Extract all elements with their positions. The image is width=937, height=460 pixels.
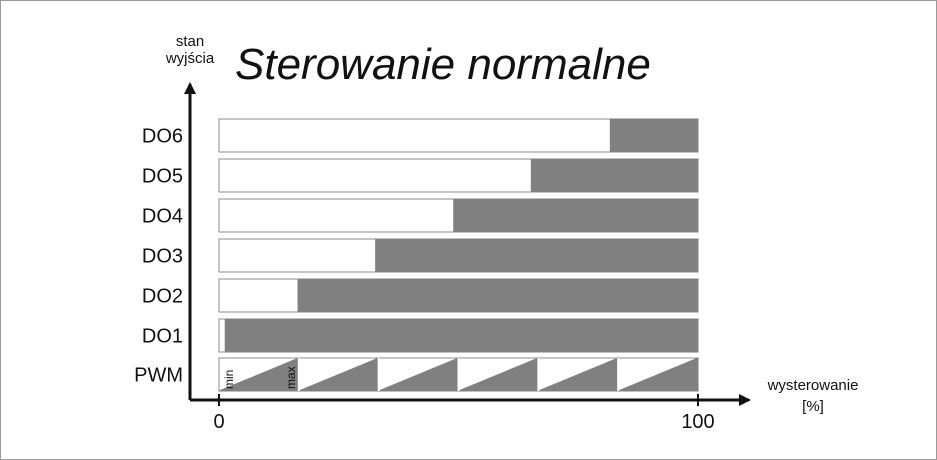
row-label: DO3 bbox=[142, 246, 183, 268]
x-tick-label: 100 bbox=[681, 411, 714, 433]
pwm-min-marker: min bbox=[222, 370, 236, 389]
row-label: DO1 bbox=[142, 326, 183, 348]
pwm-row: PWM min max bbox=[134, 357, 699, 392]
x-axis-label-line1: wysterowanie bbox=[767, 377, 859, 394]
x-ticks: 0 100 bbox=[213, 394, 715, 433]
diagram-title: Sterowanie normalne bbox=[235, 40, 651, 89]
pwm-period-ramp bbox=[617, 357, 699, 392]
row-do2: DO2 bbox=[142, 278, 699, 313]
row-on-segment bbox=[453, 198, 699, 233]
y-axis-label-line1: stan bbox=[176, 33, 204, 50]
x-tick-label: 0 bbox=[213, 411, 224, 433]
row-on-segment bbox=[297, 278, 699, 313]
row-on-segment bbox=[530, 158, 699, 193]
row-label: DO2 bbox=[142, 286, 183, 308]
row-do4: DO4 bbox=[142, 198, 699, 233]
row-do5: DO5 bbox=[142, 158, 699, 193]
y-axis-label-line2: wyjścia bbox=[165, 50, 215, 67]
pwm-max-marker: max bbox=[284, 366, 298, 389]
pwm-label: PWM bbox=[134, 365, 183, 387]
row-do1: DO1 bbox=[142, 318, 699, 353]
row-label: DO5 bbox=[142, 166, 183, 188]
row-label: DO4 bbox=[142, 206, 183, 228]
row-on-segment bbox=[375, 238, 699, 273]
x-axis-label-line2: [%] bbox=[802, 398, 824, 415]
output-rows: DO6 DO5 DO4 DO3 DO2 DO1 bbox=[142, 118, 699, 353]
row-do6: DO6 bbox=[142, 118, 699, 153]
row-label: DO6 bbox=[142, 126, 183, 148]
row-on-segment bbox=[609, 118, 699, 153]
row-on-segment bbox=[224, 318, 699, 353]
row-do3: DO3 bbox=[142, 238, 699, 273]
